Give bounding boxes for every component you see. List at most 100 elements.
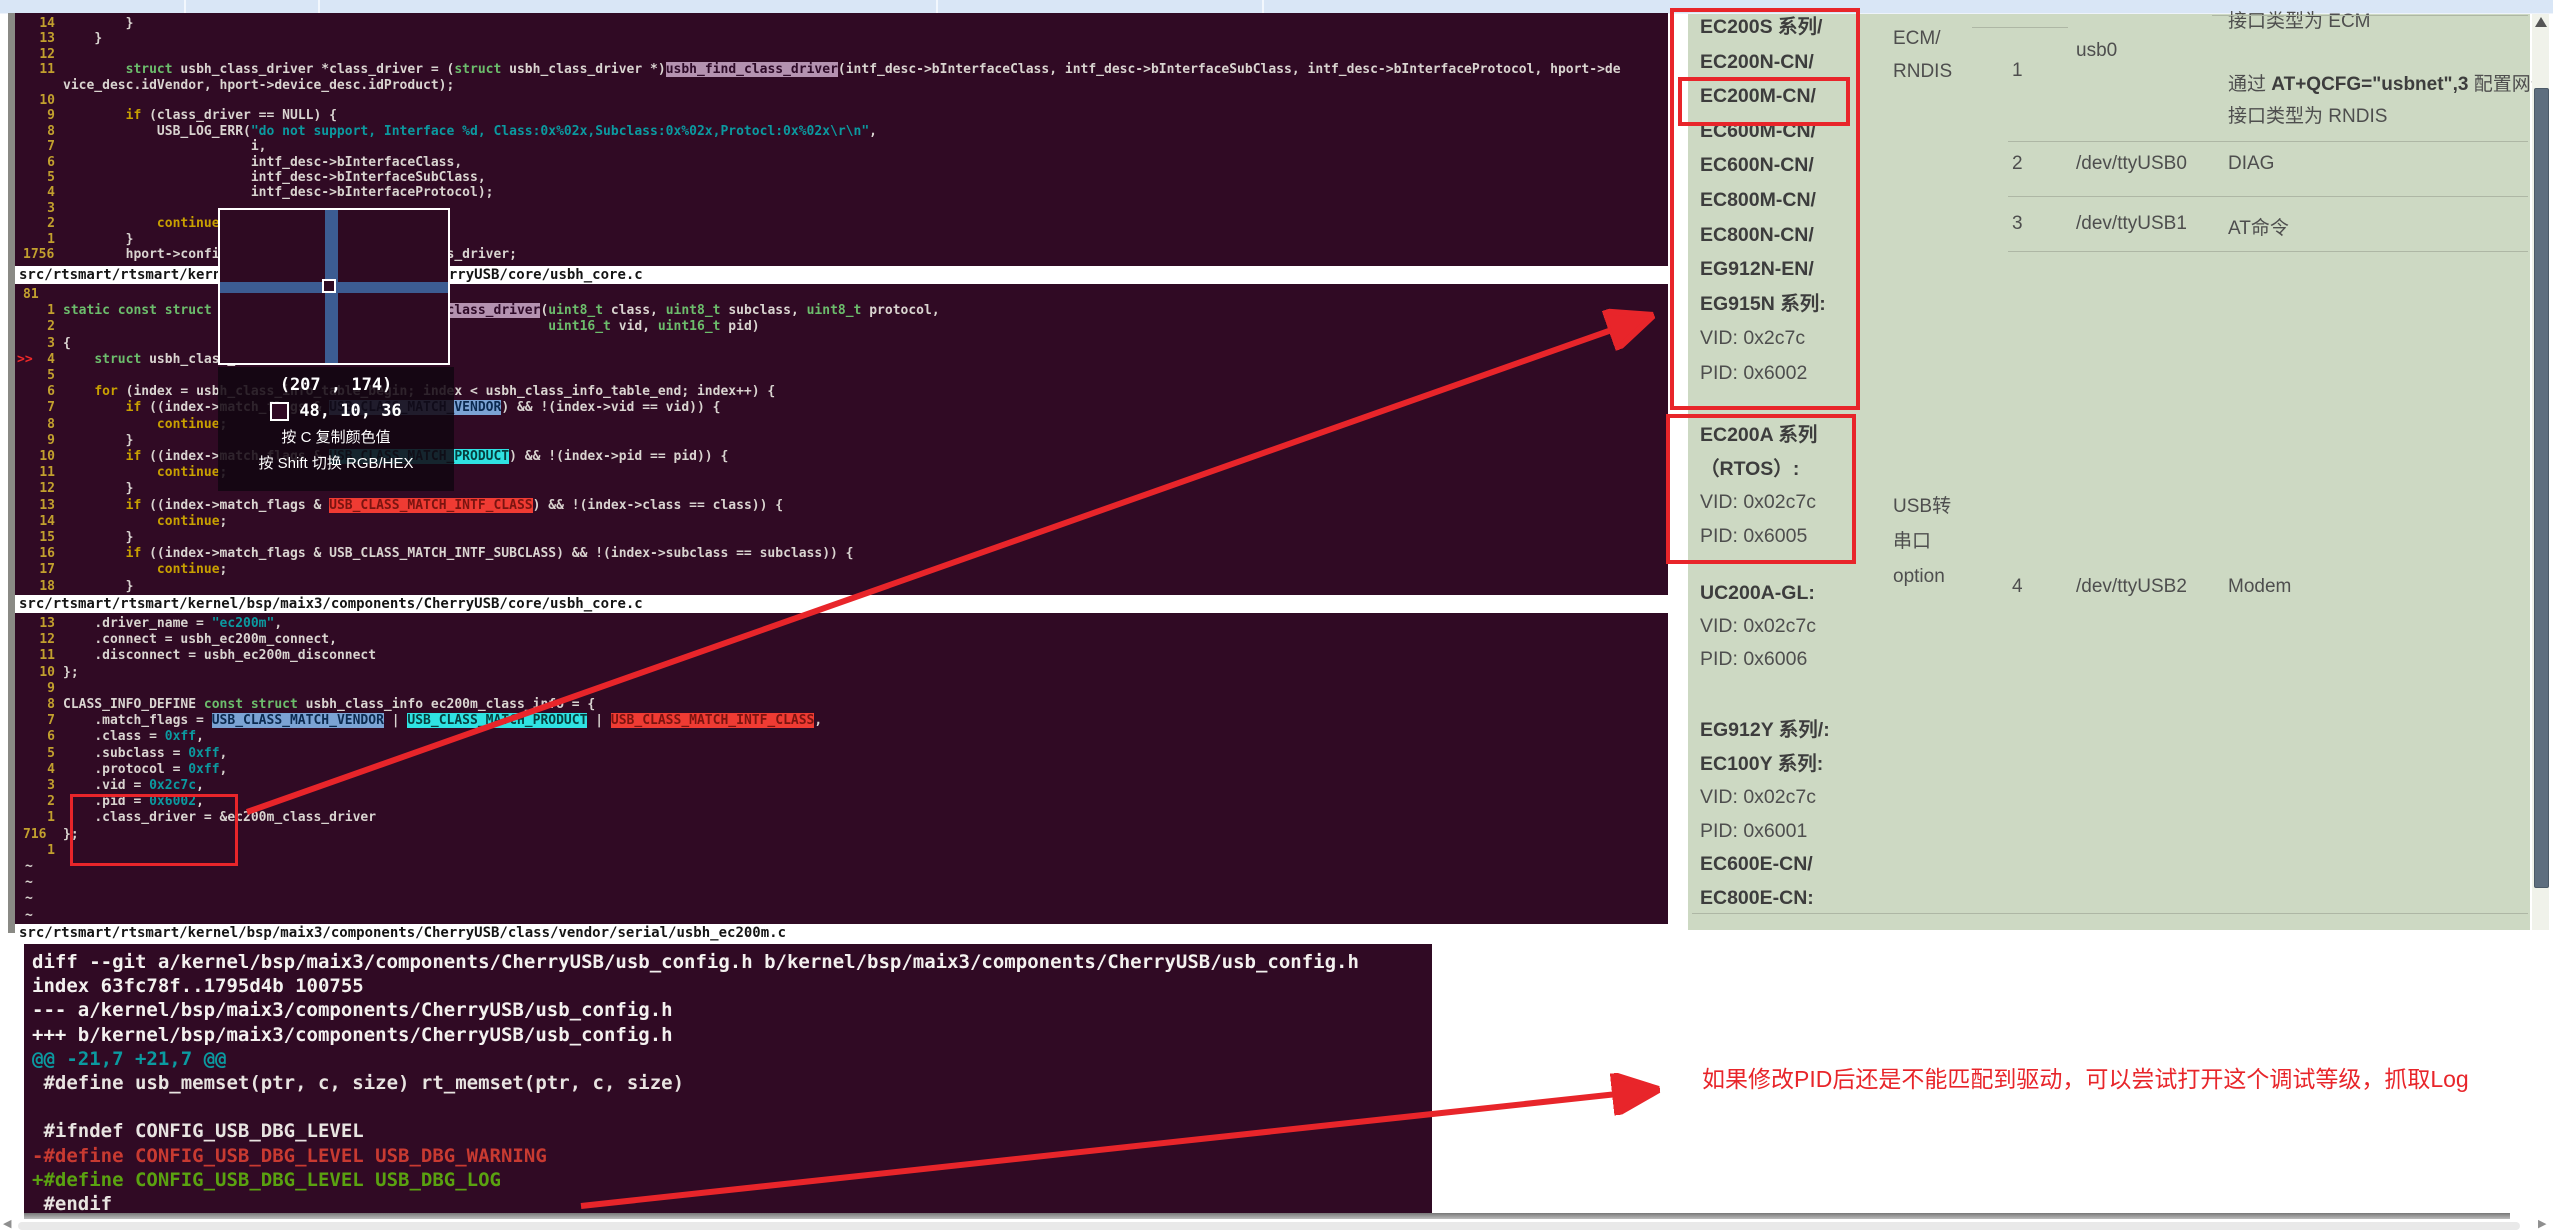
code-line: 17 continue; bbox=[15, 562, 1668, 578]
table-line: 接口类型为 ECM bbox=[2228, 11, 2371, 32]
line-number: 7 bbox=[47, 139, 55, 155]
code-line: 12 .connect = usbh_ec200m_connect, bbox=[15, 632, 1668, 648]
scroll-right-icon[interactable]: ▶ bbox=[2538, 1218, 2547, 1230]
table-cell-net-interface: ECM/RNDIS bbox=[1893, 22, 1952, 88]
table-cell-index-4: 4 bbox=[2012, 576, 2023, 597]
line-number: 3 bbox=[47, 778, 55, 794]
tab-separator bbox=[936, 0, 938, 13]
diff-line: -#define CONFIG_USB_DBG_LEVEL USB_DBG_WA… bbox=[32, 1144, 547, 1167]
code-line: ~ bbox=[15, 891, 1668, 907]
table-separator bbox=[1972, 27, 2068, 28]
line-number: ~ bbox=[25, 859, 33, 875]
line-number: 8 bbox=[47, 697, 55, 713]
code-text: .match_flags = USB_CLASS_MATCH_VENDOR | … bbox=[63, 713, 823, 729]
vim-fold-column bbox=[8, 13, 15, 933]
table-line: UC200A-GL: bbox=[1700, 582, 1815, 604]
line-number: 11 bbox=[39, 465, 55, 481]
code-line: 10 bbox=[15, 93, 1668, 108]
code-line: 3{ bbox=[15, 336, 1668, 352]
tab-separator bbox=[184, 0, 186, 13]
code-text: }; bbox=[63, 826, 79, 842]
line-number: 7 bbox=[47, 713, 55, 729]
picker-coordinates: (207 , 174) bbox=[279, 375, 393, 395]
table-line: EC600E-CN/ bbox=[1700, 853, 1813, 875]
table-line: EC600N-CN/ bbox=[1700, 154, 1814, 177]
line-number: 14 bbox=[39, 16, 55, 31]
line-number: 11 bbox=[39, 62, 55, 78]
table-cell-index-3: 3 bbox=[2012, 213, 2023, 234]
code-line: 15 } bbox=[15, 530, 1668, 546]
code-text: continue; bbox=[156, 513, 228, 529]
table-cell-models-group1: EC200S 系列/EC200N-CN/EC200M-CN/EC600M-CN/… bbox=[1700, 10, 1826, 391]
table-cell-index-2: 2 bbox=[2012, 153, 2023, 174]
code-text: .driver_name = "ec200m", bbox=[63, 616, 283, 631]
line-number: 17 bbox=[39, 562, 55, 578]
code-line: ~ bbox=[15, 859, 1668, 875]
table-line: EG915N 系列: bbox=[1700, 292, 1826, 315]
table-line: EC100Y 系列: bbox=[1700, 752, 1824, 775]
color-picker-magnifier bbox=[218, 208, 450, 365]
table-line: EC200M-CN/ bbox=[1700, 85, 1816, 108]
line-number: 5 bbox=[47, 745, 55, 761]
code-line: 13 if ((index->match_flags & USB_CLASS_M… bbox=[15, 497, 1668, 514]
highlight-box-ec200a-group bbox=[1666, 414, 1856, 564]
diff-line bbox=[32, 1095, 1432, 1119]
line-number: 13 bbox=[39, 31, 55, 47]
code-text: .class_driver = &ec200m_class_driver bbox=[63, 810, 377, 826]
page-horizontal-scrollbar[interactable] bbox=[18, 1222, 2520, 1230]
table-line: EG912N-EN/ bbox=[1700, 258, 1814, 281]
code-text: } bbox=[63, 432, 134, 448]
line-number: 5 bbox=[47, 368, 55, 384]
table-separator bbox=[1692, 913, 2528, 914]
table-line: PID: 0x6006 bbox=[1700, 648, 1808, 670]
table-line: EC200N-CN/ bbox=[1700, 50, 1814, 73]
table-line: PID: 0x6002 bbox=[1700, 361, 1808, 384]
code-text: if ((index->match_flags & USB_CLASS_MATC… bbox=[125, 546, 854, 562]
table-line: PID: 0x6001 bbox=[1700, 819, 1808, 842]
table-separator bbox=[2008, 141, 2528, 142]
code-line: 1 .class_driver = &ec200m_class_driver bbox=[15, 810, 1668, 826]
code-text: intf_desc->bInterfaceProtocol); bbox=[63, 185, 494, 201]
code-text: } bbox=[63, 530, 134, 546]
code-line: 8 CLASS_INFO_DEFINE const struct usbh_cla… bbox=[15, 697, 1668, 713]
table-line: VID: 0x02c7c bbox=[1700, 615, 1816, 637]
table-line bbox=[2228, 38, 2550, 70]
table-scrollbar-thumb[interactable] bbox=[2534, 88, 2549, 888]
line-number: 81 bbox=[23, 287, 39, 302]
line-number: 1756 bbox=[23, 247, 55, 263]
table-cell-models-group2: EC200A 系列 （RTOS）: VID: 0x02c7c PID: 0x6005 bbox=[1700, 419, 1817, 553]
table-line: 串口 bbox=[1893, 531, 1932, 552]
table-line: VID: 0x02c7c bbox=[1700, 491, 1816, 513]
table-line: ECM/ bbox=[1893, 28, 1941, 49]
table-line: VID: 0x2c7c bbox=[1700, 327, 1806, 350]
table-separator bbox=[2008, 196, 2528, 197]
line-number: 12 bbox=[39, 46, 55, 62]
code-text: continue; bbox=[156, 562, 228, 578]
code-line: 14 continue; bbox=[15, 514, 1668, 530]
line-number: 1 bbox=[47, 842, 55, 858]
diff-line: #define usb_memset(ptr, c, size) rt_mems… bbox=[32, 1072, 685, 1095]
vim-statusline: src/rtsmart/rtsmart/kernel/bsp/maix3/com… bbox=[15, 595, 1668, 613]
line-number: 15 bbox=[39, 530, 55, 546]
picker-rgb-value: 48, 10, 36 bbox=[299, 401, 402, 421]
scroll-up-icon[interactable] bbox=[2535, 17, 2547, 27]
highlight-box-ec2xx-group bbox=[1670, 8, 1860, 410]
code-text: } bbox=[63, 16, 134, 31]
table-cell-usb0: usb0 bbox=[2076, 40, 2118, 61]
diff-horizontal-scrollbar[interactable] bbox=[24, 1213, 2510, 1219]
code-line: 11 .disconnect = usbh_ec200m_disconnect bbox=[15, 648, 1668, 664]
line-number: 16 bbox=[39, 546, 55, 562]
diff-line: #ifndef CONFIG_USB_DBG_LEVEL bbox=[32, 1120, 364, 1143]
annotation-text: 如果修改PID后还是不能匹配到驱动，可以尝试打开这个调试等级，抓取Log bbox=[1702, 1066, 2469, 1092]
table-cell-usb-serial-option: USB转 串口 option bbox=[1893, 489, 1951, 594]
line-number: 1 bbox=[47, 231, 55, 247]
table-line: option bbox=[1893, 566, 1945, 587]
code-line: ~ bbox=[15, 875, 1668, 891]
line-number: 4 bbox=[47, 185, 55, 201]
code-line: 9 } bbox=[15, 433, 1668, 449]
code-line: 3 bbox=[15, 201, 1668, 216]
scroll-left-icon[interactable]: ◀ bbox=[3, 1218, 12, 1230]
line-number: 10 bbox=[39, 664, 55, 680]
line-number: ~ bbox=[25, 907, 33, 923]
code-line: 11 struct usbh_class_driver *class_drive… bbox=[15, 62, 1668, 93]
